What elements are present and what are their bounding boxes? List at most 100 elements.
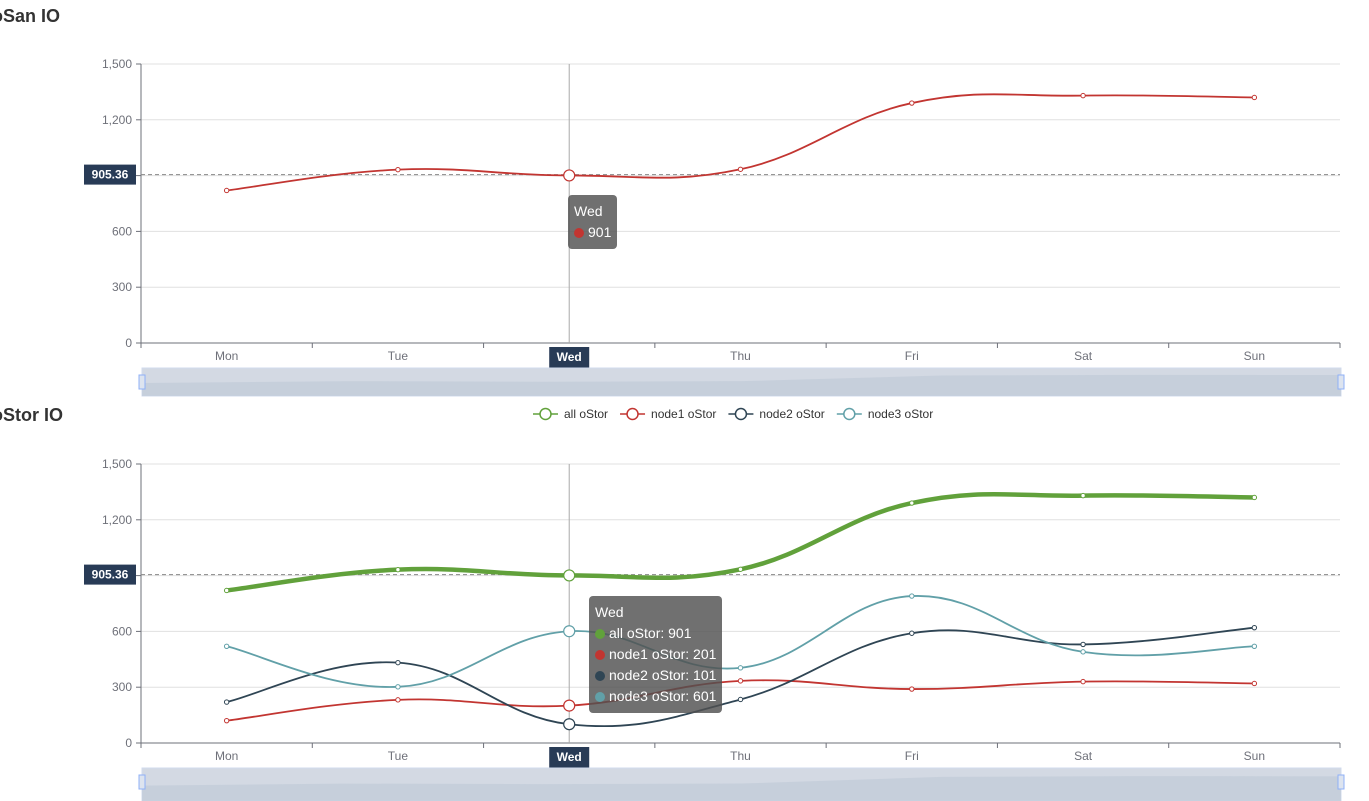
section-title-osan: oSan IO	[0, 6, 61, 26]
zoom-handle-left-icon[interactable]	[138, 374, 146, 390]
x-tick-label: Wed	[557, 750, 582, 764]
y-tick-label: 0	[125, 336, 132, 350]
tooltip-row-text: all oStor: 901	[609, 625, 692, 641]
tooltip-row: node1 oStor: 201	[595, 644, 716, 665]
x-tick-label: Sat	[1074, 749, 1093, 763]
y-tick-label: 1,200	[102, 113, 132, 127]
tooltip-row: node2 oStor: 101	[595, 665, 716, 686]
axis-pointer-y-label: 905.36	[92, 568, 129, 582]
legend-item-label[interactable]: all oStor	[564, 407, 608, 421]
data-point[interactable]	[395, 566, 401, 573]
y-tick-label: 600	[112, 624, 132, 638]
data-point[interactable]	[395, 697, 401, 703]
series-line	[226, 626, 1255, 728]
x-tick-label: Wed	[557, 350, 582, 364]
data-point[interactable]	[395, 166, 401, 173]
tooltip-row: node3 oStor: 601	[595, 686, 716, 707]
data-point[interactable]	[1080, 641, 1086, 648]
data-point[interactable]	[223, 699, 230, 705]
y-tick-label: 1,500	[102, 457, 132, 471]
tooltip-row: all oStor: 901	[595, 623, 716, 644]
tooltip-osan: Wed 901	[568, 195, 618, 249]
tooltip-title: Wed	[574, 203, 603, 219]
x-tick-label: Thu	[730, 749, 751, 763]
tooltip-row-text: node1 oStor: 201	[609, 646, 717, 662]
data-point[interactable]	[395, 684, 401, 690]
tooltip-row-text: node3 oStor: 601	[609, 688, 717, 704]
data-point[interactable]	[1251, 94, 1258, 101]
data-point[interactable]	[223, 717, 230, 724]
data-point[interactable]	[1080, 649, 1086, 655]
data-point[interactable]	[737, 566, 744, 572]
x-tick-label: Tue	[388, 349, 409, 363]
data-point[interactable]	[737, 696, 744, 703]
legend-item-label[interactable]: node2 oStor	[759, 407, 824, 421]
tooltip-row: 901	[574, 222, 611, 243]
data-point[interactable]	[909, 100, 915, 106]
legend-marker-icon[interactable]	[539, 407, 552, 421]
zoom-handle-right-icon[interactable]	[1337, 774, 1345, 790]
data-point[interactable]	[1251, 643, 1258, 649]
data-point[interactable]	[1251, 680, 1258, 687]
data-point[interactable]	[1080, 92, 1086, 99]
y-tick-label: 1,200	[102, 513, 132, 527]
x-tick-label: Mon	[215, 749, 238, 763]
legend-marker-icon[interactable]	[626, 407, 639, 421]
zoom-handle-left-icon[interactable]	[138, 774, 146, 790]
data-point[interactable]	[1080, 492, 1086, 499]
legend-item-label[interactable]: node3 oStor	[868, 407, 933, 421]
tooltip-row-text: node2 oStor: 101	[609, 667, 717, 683]
series-dot-icon	[595, 650, 605, 660]
data-zoom-shadow-area	[142, 776, 1341, 801]
data-point[interactable]	[563, 169, 576, 182]
x-tick-label: Sun	[1244, 349, 1265, 363]
y-tick-label: 0	[125, 736, 132, 750]
y-tick-label: 300	[112, 280, 132, 294]
zoom-handle-right-icon[interactable]	[1337, 374, 1345, 390]
data-point[interactable]	[909, 630, 915, 636]
x-tick-label: Mon	[215, 349, 238, 363]
series-dot-icon	[595, 629, 605, 639]
data-point[interactable]	[563, 569, 576, 582]
data-point[interactable]	[395, 659, 401, 666]
tooltip-row-text: 901	[588, 224, 612, 240]
data-point[interactable]	[909, 500, 915, 506]
data-point[interactable]	[563, 699, 576, 712]
series-dot-icon	[595, 692, 605, 702]
data-point[interactable]	[737, 678, 744, 684]
data-point[interactable]	[223, 587, 230, 594]
data-point[interactable]	[563, 718, 576, 731]
x-tick-label: Tue	[388, 749, 409, 763]
axis-pointer-y-badge	[84, 564, 136, 585]
data-point[interactable]	[909, 686, 915, 692]
legend-marker-icon[interactable]	[843, 407, 856, 421]
tooltip-title: Wed	[595, 604, 624, 620]
data-point[interactable]	[1080, 678, 1086, 685]
data-point[interactable]	[1251, 494, 1258, 501]
legend-marker-icon[interactable]	[734, 407, 748, 421]
axis-pointer-x-badge	[549, 747, 590, 768]
section-title-ostor: oStor IO	[0, 405, 63, 425]
series-dot-icon	[574, 228, 584, 238]
axis-pointer-y-label: 905.36	[92, 168, 129, 182]
data-point[interactable]	[223, 187, 230, 194]
series-dot-icon	[595, 671, 605, 681]
series-line	[226, 595, 1255, 688]
data-point[interactable]	[737, 166, 744, 172]
x-tick-label: Thu	[730, 349, 751, 363]
tooltip-ostor: Wed all oStor: 901 node1 oStor: 201 node…	[589, 596, 723, 713]
data-zoom-shadow-area	[142, 374, 1341, 396]
x-tick-label: Sat	[1074, 349, 1093, 363]
data-point[interactable]	[1251, 624, 1258, 631]
x-tick-label: Fri	[905, 349, 919, 363]
data-point[interactable]	[737, 665, 744, 671]
y-tick-label: 1,500	[102, 57, 132, 71]
data-point[interactable]	[909, 593, 915, 599]
x-tick-label: Fri	[905, 749, 919, 763]
y-tick-label: 600	[112, 224, 132, 238]
x-tick-label: Sun	[1244, 749, 1265, 763]
legend-item-label[interactable]: node1 oStor	[651, 407, 716, 421]
data-point[interactable]	[223, 643, 230, 649]
data-point[interactable]	[563, 625, 576, 638]
